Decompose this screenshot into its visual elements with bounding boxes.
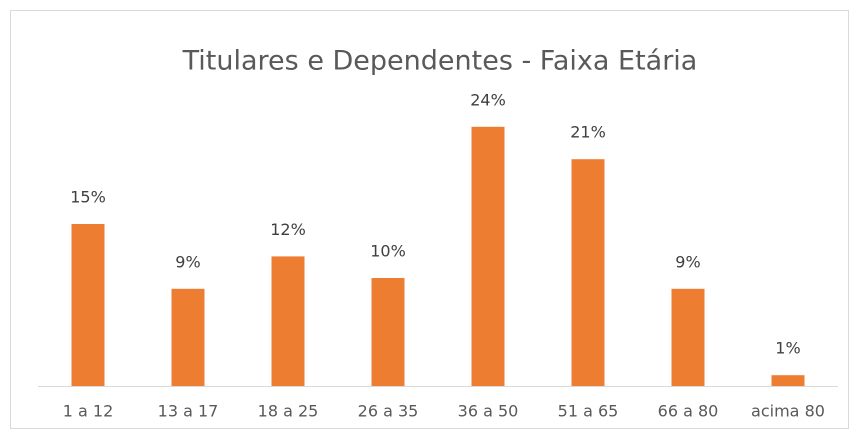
data-label: 1% [775, 339, 800, 358]
data-label: 15% [70, 188, 106, 207]
data-label: 10% [370, 242, 406, 261]
bar [671, 288, 705, 386]
data-label: 9% [675, 252, 700, 271]
bar [71, 224, 105, 386]
x-tick-label: 1 a 12 [63, 402, 114, 421]
x-tick-label: 13 a 17 [158, 402, 219, 421]
bar [471, 126, 505, 387]
x-tick-label: 66 a 80 [658, 402, 719, 421]
data-label: 12% [270, 220, 306, 239]
x-tick-label: 26 a 35 [358, 402, 419, 421]
data-label: 24% [470, 90, 506, 109]
bar [271, 256, 305, 386]
x-tick-label: acima 80 [751, 402, 825, 421]
x-tick-label: 18 a 25 [258, 402, 319, 421]
data-label: 9% [175, 252, 200, 271]
x-tick-label: 51 a 65 [558, 402, 619, 421]
bar [571, 159, 605, 386]
bar [371, 278, 405, 386]
bar [171, 288, 205, 386]
chart-title: Titulares e Dependentes - Faixa Etária [182, 46, 698, 77]
x-tick-label: 36 a 50 [458, 402, 519, 421]
chart-frame [10, 10, 849, 429]
bar [771, 375, 805, 386]
data-label: 21% [570, 123, 606, 142]
